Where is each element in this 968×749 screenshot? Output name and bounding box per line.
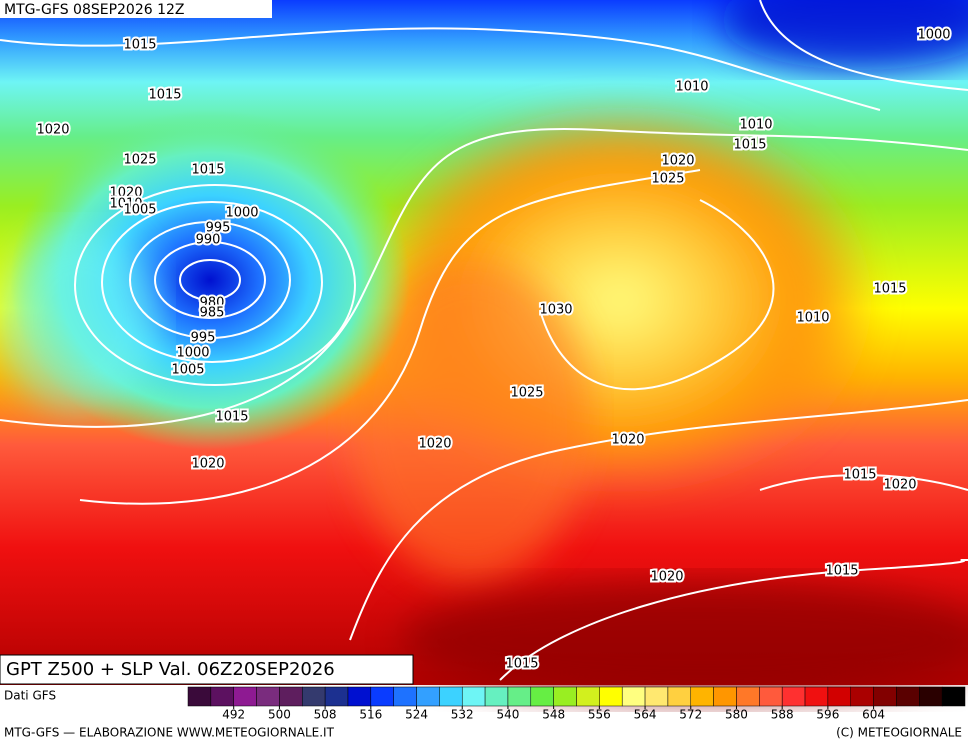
colorbar-tick-label: 508 (314, 708, 337, 722)
colorbar-swatch (941, 686, 966, 707)
colorbar-swatch (621, 686, 646, 707)
isobar-label: 1010 (739, 118, 772, 133)
colorbar-swatch (256, 686, 280, 707)
isobar-label: 1020 (650, 570, 683, 585)
colorbar-tick-label: 516 (359, 708, 382, 722)
isobar-label: 1000 (917, 28, 950, 43)
isobar-label: 1025 (123, 153, 156, 168)
isobar-label: 1010 (109, 197, 142, 212)
colorbar-swatch (461, 686, 486, 707)
colorbar-tick-label: 588 (771, 708, 794, 722)
colorbar-swatch (530, 686, 554, 707)
isobar-label: 1015 (825, 564, 858, 579)
map (0, 0, 968, 700)
colorbar-swatch (644, 686, 669, 707)
isobar-label: 1020 (109, 186, 142, 201)
footer-left: MTG-GFS — ELABORAZIONE WWW.METEOGIORNALE… (4, 726, 335, 740)
isobar-label: 1020 (611, 433, 644, 448)
colorbar: 492 500 508 516 524 532 540 548 556 564 572 580 588 5… (187, 686, 966, 722)
isobar-label: 1025 (651, 172, 684, 187)
colorbar-swatch (713, 686, 737, 707)
colorbar-swatch (804, 686, 829, 707)
colorbar-swatch (781, 686, 806, 707)
isobar-label: 1015 (733, 138, 766, 153)
isobar-label: 1025 (510, 386, 543, 401)
colorbar-swatch (507, 686, 532, 707)
isobar-label: 1015 (505, 657, 538, 672)
colorbar-swatch (667, 686, 692, 707)
colorbar-tick-label: 532 (451, 708, 474, 722)
isobar-label: 1010 (796, 311, 829, 326)
colorbar-tick-label: 540 (496, 708, 519, 722)
colorbar-swatch (439, 686, 463, 707)
colorbar-tick-label: 556 (588, 708, 611, 722)
isobar-label: 1020 (883, 478, 916, 493)
isobar-label: 1015 (148, 88, 181, 103)
isobar-label: 995 (191, 331, 216, 346)
isobar-label: 1015 (843, 468, 876, 483)
isobar-label: 1015 (191, 163, 224, 178)
isobar-label: 980 (200, 296, 225, 311)
isobar-label: 1010 (675, 80, 708, 95)
colorbar-swatch (484, 686, 509, 707)
colorbar-tick-label: 564 (634, 708, 657, 722)
title: GPT Z500 + SLP Val. 06Z20SEP2026 (6, 659, 335, 680)
colorbar-swatch (370, 686, 394, 707)
isobar-label: 1020 (418, 437, 451, 452)
colorbar-swatch (324, 686, 349, 707)
colorbar-swatch (690, 686, 714, 707)
colorbar-swatch (896, 686, 920, 707)
isobar-label: 1015 (123, 38, 156, 53)
colorbar-swatch (850, 686, 874, 707)
colorbar-swatch (827, 686, 851, 707)
colorbar-swatch (302, 686, 326, 707)
colorbar-swatch (736, 686, 760, 707)
colorbar-swatch (759, 686, 783, 707)
isobar-label: 990 (196, 233, 221, 248)
isobar-label: 1000 (176, 346, 209, 361)
colorbar-swatch (553, 686, 577, 707)
colorbar-tick-label: 580 (725, 708, 748, 722)
isobar-label: 1015 (215, 410, 248, 425)
isobar-label: 1020 (36, 123, 69, 138)
colorbar-swatch (416, 686, 440, 707)
isobar-label: 985 (200, 306, 225, 321)
colorbar-tick-label: 500 (268, 708, 291, 722)
colorbar-swatch (279, 686, 303, 707)
colorbar-tick-label: 596 (816, 708, 839, 722)
isobar-label: 1020 (661, 154, 694, 169)
isobar-label: 1000 (225, 206, 258, 221)
colorbar-swatch (233, 686, 257, 707)
colorbar-tick-label: 572 (679, 708, 702, 722)
colorbar-swatch (210, 686, 234, 707)
header: MTG-GFS 08SEP2026 12Z (4, 2, 185, 18)
colorbar-swatch (393, 686, 417, 707)
colorbar-swatch (873, 686, 897, 707)
isobar-label: 1020 (191, 457, 224, 472)
colorbar-swatch (599, 686, 623, 707)
isobar-label: 1030 (539, 303, 572, 318)
isobar-label: 1015 (873, 282, 906, 297)
colorbar-tick-label: 492 (222, 708, 245, 722)
colorbar-swatch (576, 686, 600, 707)
footer-right: (C) METEOGIORNALE (836, 726, 962, 740)
header-box (0, 0, 272, 18)
source: Dati GFS (4, 689, 56, 703)
colorbar-swatch (347, 686, 372, 707)
colorbar-swatch (187, 686, 212, 707)
isobar-label: 1005 (171, 363, 204, 378)
title-box (0, 654, 414, 685)
colorbar-tick-label: 524 (405, 708, 428, 722)
colorbar-swatch (919, 686, 943, 707)
colorbar-tick-label: 548 (542, 708, 565, 722)
isobar-label: 995 (206, 221, 231, 236)
isobar-label: 1005 (123, 203, 156, 218)
colorbar-tick-label: 604 (862, 708, 885, 722)
